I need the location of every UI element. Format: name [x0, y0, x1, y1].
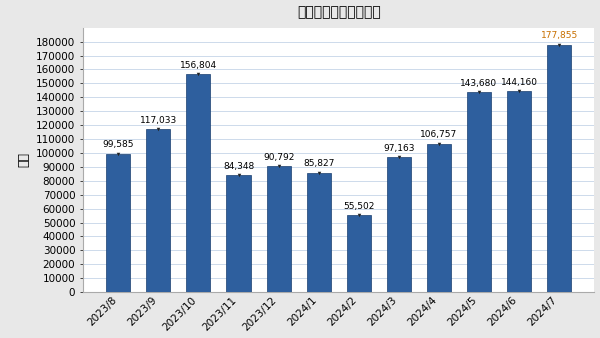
Bar	[106, 153, 130, 292]
Text: 143,680: 143,680	[460, 79, 497, 88]
Bar	[467, 92, 491, 292]
Bar	[547, 45, 571, 292]
Y-axis label: 件数: 件数	[17, 152, 31, 167]
Bar	[347, 215, 371, 292]
Text: 177,855: 177,855	[541, 31, 578, 41]
Bar	[187, 74, 211, 292]
Text: 90,792: 90,792	[263, 152, 294, 162]
Bar	[266, 166, 290, 292]
Bar	[307, 173, 331, 292]
Bar	[427, 144, 451, 292]
Text: 85,827: 85,827	[303, 160, 334, 168]
Text: 156,804: 156,804	[180, 61, 217, 70]
Text: 99,585: 99,585	[103, 140, 134, 149]
Text: 97,163: 97,163	[383, 144, 415, 153]
Text: 117,033: 117,033	[140, 116, 177, 125]
Text: 84,348: 84,348	[223, 162, 254, 171]
Bar	[146, 129, 170, 292]
Text: 106,757: 106,757	[421, 130, 458, 139]
Title: フィッシング報告件数: フィッシング報告件数	[297, 5, 380, 20]
Bar	[226, 175, 251, 292]
Bar	[387, 157, 411, 292]
Text: 144,160: 144,160	[500, 78, 538, 87]
Bar	[507, 92, 531, 292]
Text: 55,502: 55,502	[343, 202, 374, 211]
